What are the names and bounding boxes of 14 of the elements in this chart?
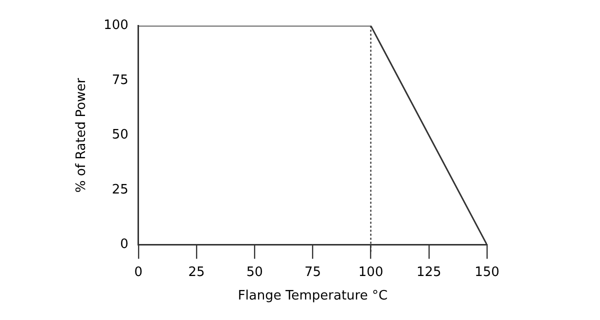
y-tick-label: 0 (120, 237, 128, 252)
x-tick-label: 125 (416, 264, 442, 280)
y-tick-label: 100 (104, 18, 128, 34)
x-tick-label: 25 (188, 264, 205, 280)
y-tick-label: 50 (112, 128, 128, 143)
y-tick-label: 25 (112, 182, 128, 198)
x-tick-label: 100 (358, 264, 384, 280)
y-tick-label: 75 (112, 72, 128, 88)
y-axis-title: % of Rated Power (74, 77, 90, 193)
x-axis-title: Flange Temperature °C (238, 288, 388, 304)
x-tick-label: 75 (304, 264, 321, 280)
x-tick-label: 0 (134, 264, 143, 280)
x-tick-label: 150 (474, 264, 500, 280)
x-tick-label: 50 (246, 264, 263, 280)
